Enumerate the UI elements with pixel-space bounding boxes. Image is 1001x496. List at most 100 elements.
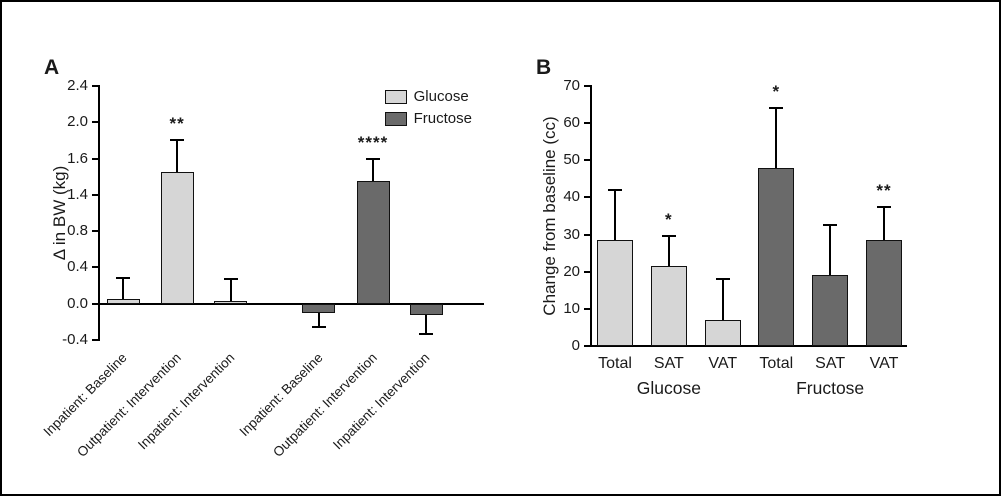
legend-item: Fructose — [384, 110, 472, 127]
x-category-label: SAT — [815, 355, 846, 372]
significance-marker: ** — [169, 113, 185, 133]
error-bar-line — [122, 278, 125, 300]
bar — [812, 275, 849, 346]
y-axis-tick — [584, 122, 592, 125]
y-axis-tick — [92, 230, 100, 233]
significance-marker: ** — [876, 180, 892, 200]
error-bar-cap — [715, 278, 730, 281]
y-axis-tick — [584, 345, 592, 347]
legend-label: Fructose — [413, 110, 472, 127]
x-category-label: VAT — [708, 355, 738, 372]
significance-marker: * — [665, 210, 673, 230]
error-bar-cap — [366, 158, 381, 161]
significance-marker: **** — [357, 133, 389, 153]
y-axis-tick — [92, 302, 100, 305]
bar — [866, 240, 902, 346]
panel-b-letter: B — [536, 56, 552, 79]
panel-b-plot-area: 70 60 50 40 30 20 10 0 Total * SAT VAT * Total SAT ** VA… — [563, 77, 907, 398]
x-category-label: Inpatient: Intervention — [135, 350, 238, 453]
y-tick-label: 20 — [563, 262, 580, 280]
legend-item: Glucose — [384, 88, 472, 105]
error-bar-cap — [877, 205, 891, 208]
x-category-label: Inpatient: Intervention — [330, 350, 433, 453]
error-bar-line — [829, 225, 832, 276]
x-axis-line — [100, 302, 484, 305]
error-bar-cap — [419, 332, 434, 335]
y-axis-tick — [584, 196, 592, 199]
bar — [302, 303, 336, 313]
y-axis-tick — [92, 266, 100, 269]
y-tick-label: 40 — [563, 188, 580, 206]
error-bar-line — [372, 159, 375, 182]
y-tick-label: 0.4 — [67, 258, 88, 276]
error-bar-cap — [823, 224, 838, 227]
x-category-label: Outpatient: Intervention — [269, 350, 380, 460]
bar — [704, 320, 741, 346]
x-axis-line — [592, 345, 907, 347]
legend: Glucose Fructose — [384, 88, 472, 132]
y-tick-label: 0.0 — [67, 294, 88, 312]
x-category-label: Outpatient: Intervention — [73, 350, 184, 460]
x-category-label: Total — [598, 355, 632, 372]
y-tick-label: 0 — [571, 337, 580, 354]
error-bar-line — [176, 139, 179, 173]
y-tick-label: 50 — [563, 151, 580, 169]
y-axis-tick — [584, 85, 592, 87]
bar — [650, 266, 687, 346]
y-tick-label: 60 — [563, 114, 580, 132]
error-bar-line — [317, 312, 320, 328]
bar — [596, 240, 633, 346]
error-bar-cap — [607, 189, 622, 191]
y-tick-label: 70 — [563, 77, 580, 94]
error-bar-cap — [116, 277, 131, 280]
y-axis-tick — [92, 339, 100, 341]
y-axis-tick — [92, 85, 100, 87]
x-category-label: Total — [759, 355, 794, 372]
error-bar-line — [229, 279, 232, 301]
legend-swatch — [384, 111, 407, 126]
panel-a-letter: A — [44, 56, 60, 79]
legend-swatch — [384, 89, 407, 104]
error-bar-cap — [769, 107, 784, 110]
bar — [758, 167, 795, 346]
error-bar-line — [425, 314, 428, 334]
error-bar-line — [775, 108, 778, 168]
bar — [409, 303, 443, 315]
y-tick-label: 10 — [563, 299, 580, 317]
y-axis-tick — [584, 270, 592, 273]
error-bar-line — [613, 190, 616, 241]
error-bar-line — [667, 236, 670, 267]
bar — [356, 181, 390, 304]
y-tick-label: 2.4 — [67, 77, 88, 94]
y-axis-tick — [584, 233, 592, 236]
y-tick-label: 2.0 — [67, 113, 88, 131]
significance-marker: * — [772, 82, 781, 102]
x-group-label: Glucose — [636, 378, 701, 398]
x-group-label: Fructose — [796, 378, 865, 398]
legend-label: Glucose — [413, 88, 469, 105]
y-axis-tick — [92, 157, 100, 160]
bar — [106, 299, 140, 304]
y-tick-label: 1.4 — [67, 185, 88, 203]
error-bar-cap — [223, 278, 238, 281]
panel-a-plot-area: 2.4 2.0 1.6 1.4 0.8 0.4 0.0 -0.4 Inpatient: Base… — [40, 77, 484, 460]
error-bar-line — [883, 206, 885, 241]
error-bar-cap — [311, 326, 326, 329]
y-axis-tick — [584, 307, 592, 310]
panel-b-y-axis-title: Change from baseline (cc) — [540, 116, 559, 316]
error-bar-line — [721, 279, 724, 320]
y-axis-tick — [92, 121, 100, 124]
error-bar-cap — [170, 138, 185, 141]
x-category-label: SAT — [653, 355, 684, 372]
y-tick-label: 1.6 — [67, 149, 88, 167]
y-tick-label: 30 — [563, 225, 580, 243]
y-axis-tick — [92, 193, 100, 196]
error-bar-cap — [661, 235, 676, 238]
x-category-label: VAT — [869, 355, 899, 372]
bar — [214, 300, 248, 304]
panel-a-y-axis-title: Δ in BW (kg) — [50, 165, 69, 261]
y-tick-label: 0.8 — [67, 222, 88, 240]
y-tick-label: -0.4 — [62, 331, 88, 348]
y-axis-tick — [584, 159, 592, 162]
